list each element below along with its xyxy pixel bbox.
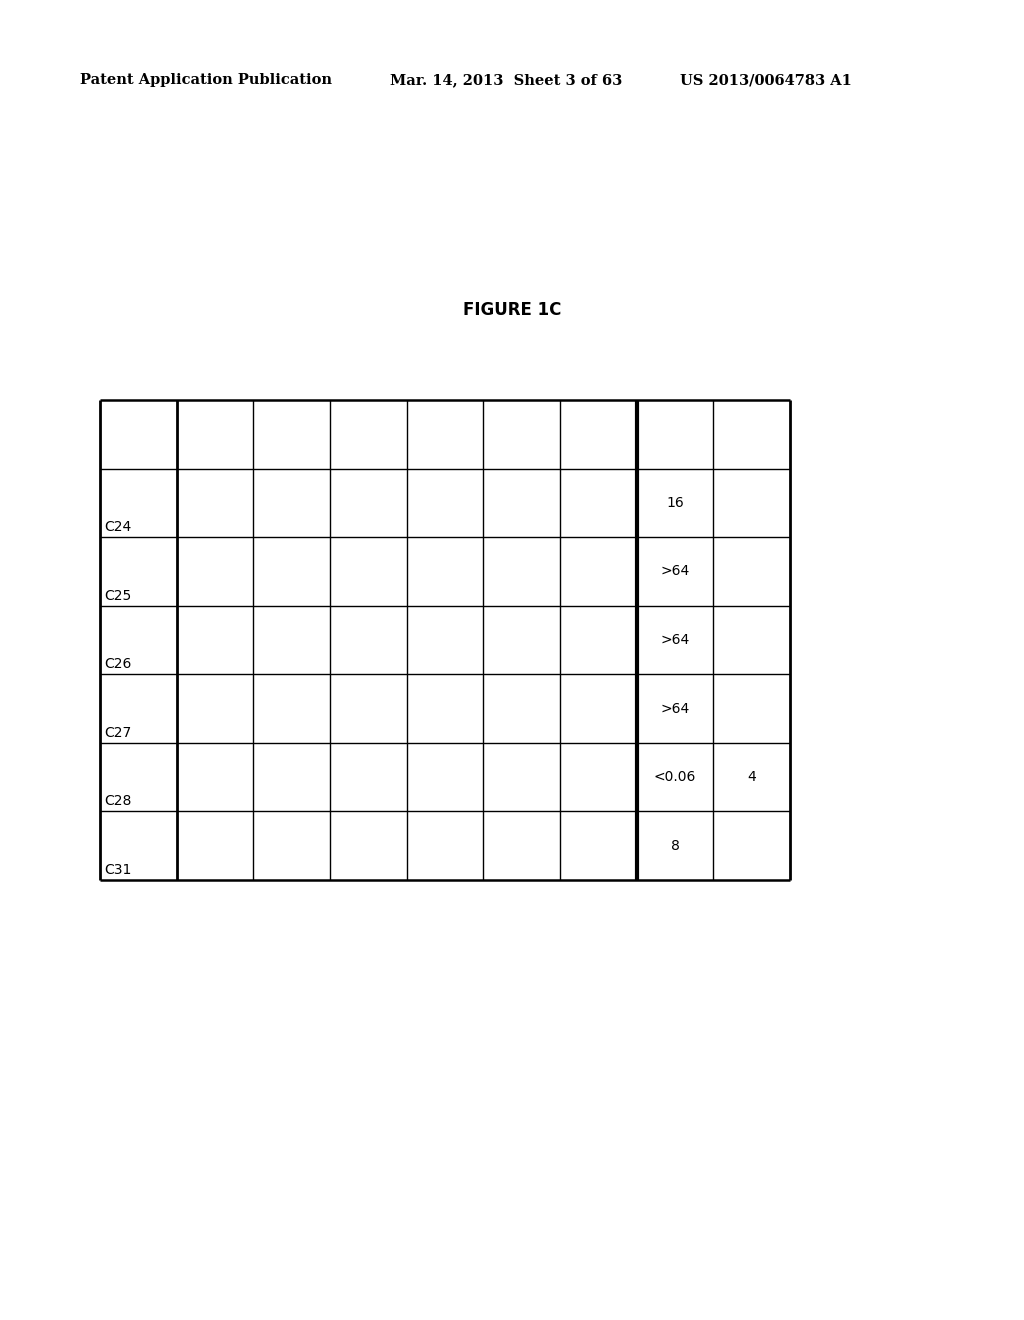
Text: C28: C28 [104,795,131,808]
Text: C31: C31 [104,863,131,876]
Text: 4: 4 [748,770,756,784]
Text: US 2013/0064783 A1: US 2013/0064783 A1 [680,73,852,87]
Text: C24: C24 [104,520,131,535]
Text: C27: C27 [104,726,131,739]
Text: Mar. 14, 2013  Sheet 3 of 63: Mar. 14, 2013 Sheet 3 of 63 [390,73,623,87]
Text: FIGURE 1C: FIGURE 1C [463,301,561,319]
Text: >64: >64 [660,565,689,578]
Text: C25: C25 [104,589,131,603]
Text: >64: >64 [660,634,689,647]
Text: Patent Application Publication: Patent Application Publication [80,73,332,87]
Text: <0.06: <0.06 [653,770,696,784]
Text: 8: 8 [671,838,680,853]
Text: 16: 16 [667,496,684,510]
Text: >64: >64 [660,701,689,715]
Text: C26: C26 [104,657,131,672]
